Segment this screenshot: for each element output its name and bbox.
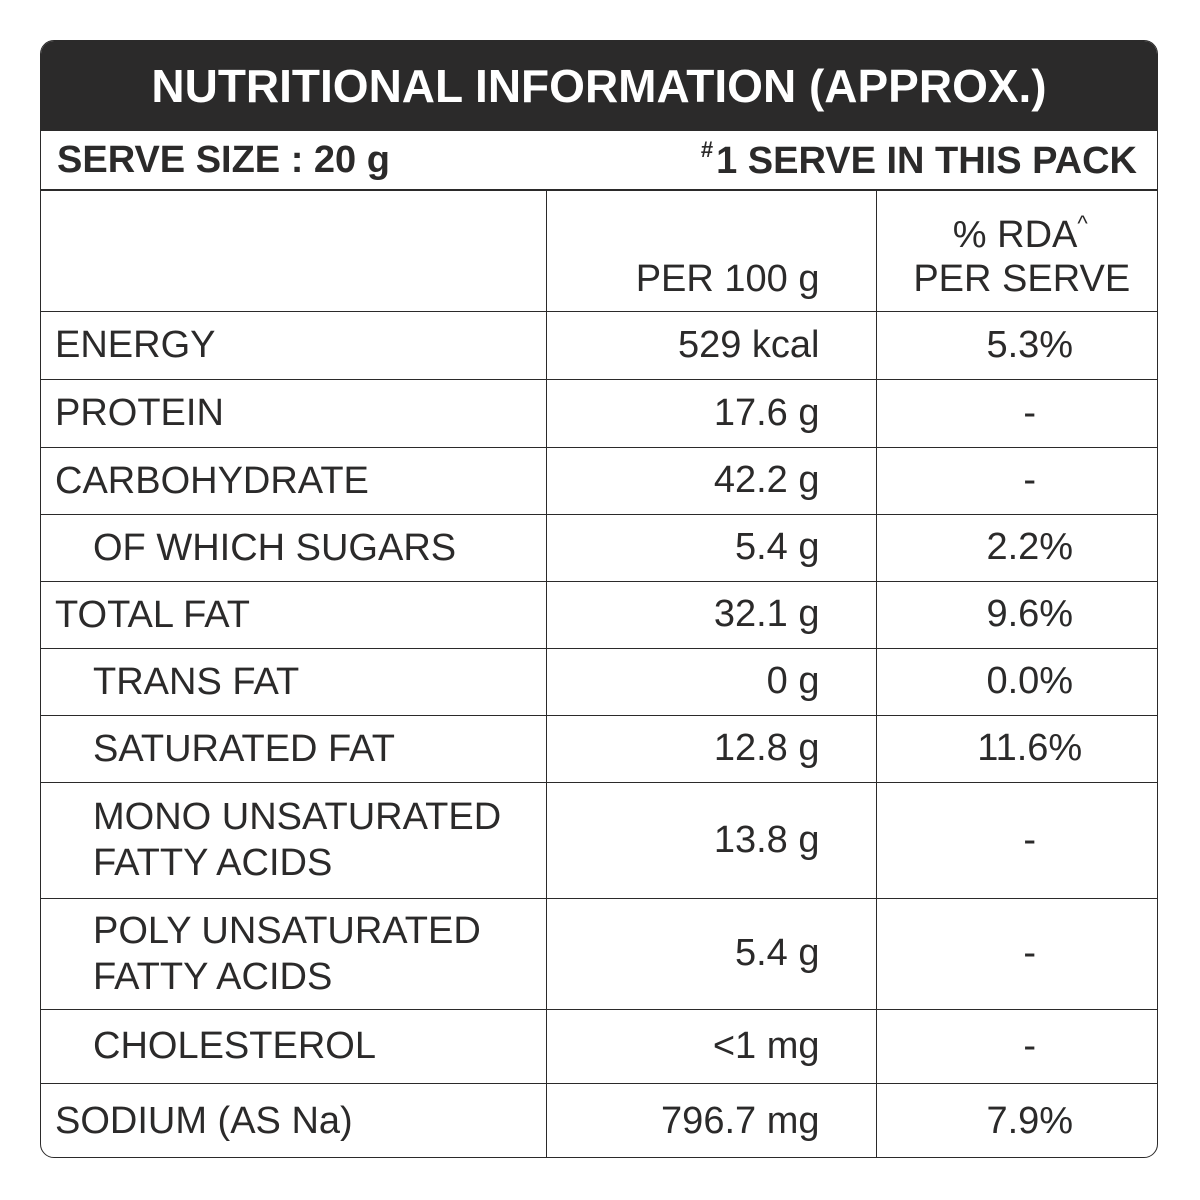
nutrient-row: TOTAL FAT 32.1 g 9.6% <box>41 580 1157 648</box>
nutrient-label: POLY UNSATURATED FATTY ACIDS <box>41 897 546 1009</box>
serves-text: #1 SERVE IN THIS PACK <box>701 137 1137 183</box>
per-serve-label: PER SERVE <box>913 257 1131 300</box>
nutrient-label: PROTEIN <box>41 378 546 447</box>
rda-value: 2.2% <box>875 513 1157 581</box>
title: NUTRITIONAL INFORMATION (APPROX.) <box>41 41 1157 131</box>
serve-row: SERVE SIZE : 20 g #1 SERVE IN THIS PACK <box>41 131 1157 191</box>
serves: 1 SERVE IN THIS PACK <box>716 140 1137 182</box>
nutrient-row: SODIUM (AS Na) 796.7 mg 7.9% <box>41 1082 1157 1157</box>
nutrient-label: ENERGY <box>41 310 546 379</box>
nutrient-label: TOTAL FAT <box>41 580 546 648</box>
per-100g-value: 5.4 g <box>545 897 876 1009</box>
rda-value: - <box>875 378 1157 447</box>
rda-value: 11.6% <box>875 714 1157 782</box>
rda-value: - <box>875 446 1157 514</box>
per-100g-value: 5.4 g <box>545 513 876 581</box>
per-100g-value: 42.2 g <box>545 446 876 514</box>
nutrient-label: SODIUM (AS Na) <box>41 1082 546 1157</box>
nutrient-label: OF WHICH SUGARS <box>41 513 546 581</box>
rda-mark: ^ <box>1077 210 1088 236</box>
per-100g-value: 12.8 g <box>545 714 876 782</box>
rda-value: - <box>875 781 1157 898</box>
serves-mark: # <box>700 137 714 162</box>
nutrient-row: TRANS FAT 0 g 0.0% <box>41 647 1157 715</box>
per-100g-value: 796.7 mg <box>545 1082 876 1157</box>
rda-value: 5.3% <box>875 310 1157 379</box>
nutrient-row: POLY UNSATURATED FATTY ACIDS 5.4 g- <box>41 897 1157 1009</box>
per-100g-value: 13.8 g <box>545 781 876 898</box>
rda-value: 0.0% <box>875 647 1157 715</box>
nutrient-label: SATURATED FAT <box>41 714 546 782</box>
rda-value: - <box>875 1008 1157 1083</box>
nutrient-row: OF WHICH SUGARS 5.4 g 2.2% <box>41 513 1157 581</box>
per-100g-value: 0 g <box>545 647 876 715</box>
nutrient-label: MONO UNSATURATED FATTY ACIDS <box>41 781 546 898</box>
per-100g-value: 32.1 g <box>545 580 876 648</box>
rda-label: % RDA <box>952 213 1078 256</box>
rda-value: - <box>875 897 1157 1009</box>
nutrient-label: CHOLESTEROL <box>41 1008 546 1083</box>
nutrient-row: CHOLESTEROL <1 mg - <box>41 1008 1157 1083</box>
per-100g-value: 17.6 g <box>545 378 876 447</box>
nutrient-label: CARBOHYDRATE <box>41 446 546 514</box>
rda-value: 7.9% <box>875 1082 1157 1157</box>
column-header-row: PER 100 g % RDA^ PER SERVE <box>41 191 1157 311</box>
nutrition-table: PER 100 g % RDA^ PER SERVE ENERGY 529 kcal… <box>41 191 1157 1157</box>
nutrient-row: PROTEIN 17.6 g- <box>41 378 1157 447</box>
rda-header: % RDA^ PER SERVE <box>875 191 1157 311</box>
per-100g-value: 529 kcal <box>545 310 876 379</box>
per-100g-value: <1 mg <box>545 1008 876 1083</box>
nutrient-row: ENERGY 529 kcal 5.3% <box>41 310 1157 379</box>
serve-size: SERVE SIZE : 20 g <box>57 138 390 181</box>
blank-header <box>41 191 546 311</box>
nutrient-row: CARBOHYDRATE 42.2 g- <box>41 446 1157 514</box>
nutrient-label: TRANS FAT <box>41 647 546 715</box>
nutrient-row: MONO UNSATURATED FATTY ACIDS 13.8 g- <box>41 781 1157 898</box>
per-100g-header: PER 100 g <box>545 191 876 311</box>
nutrient-row: SATURATED FAT 12.8 g 11.6% <box>41 714 1157 782</box>
rda-value: 9.6% <box>875 580 1157 648</box>
nutrition-panel: NUTRITIONAL INFORMATION (APPROX.) SERVE … <box>40 40 1158 1158</box>
